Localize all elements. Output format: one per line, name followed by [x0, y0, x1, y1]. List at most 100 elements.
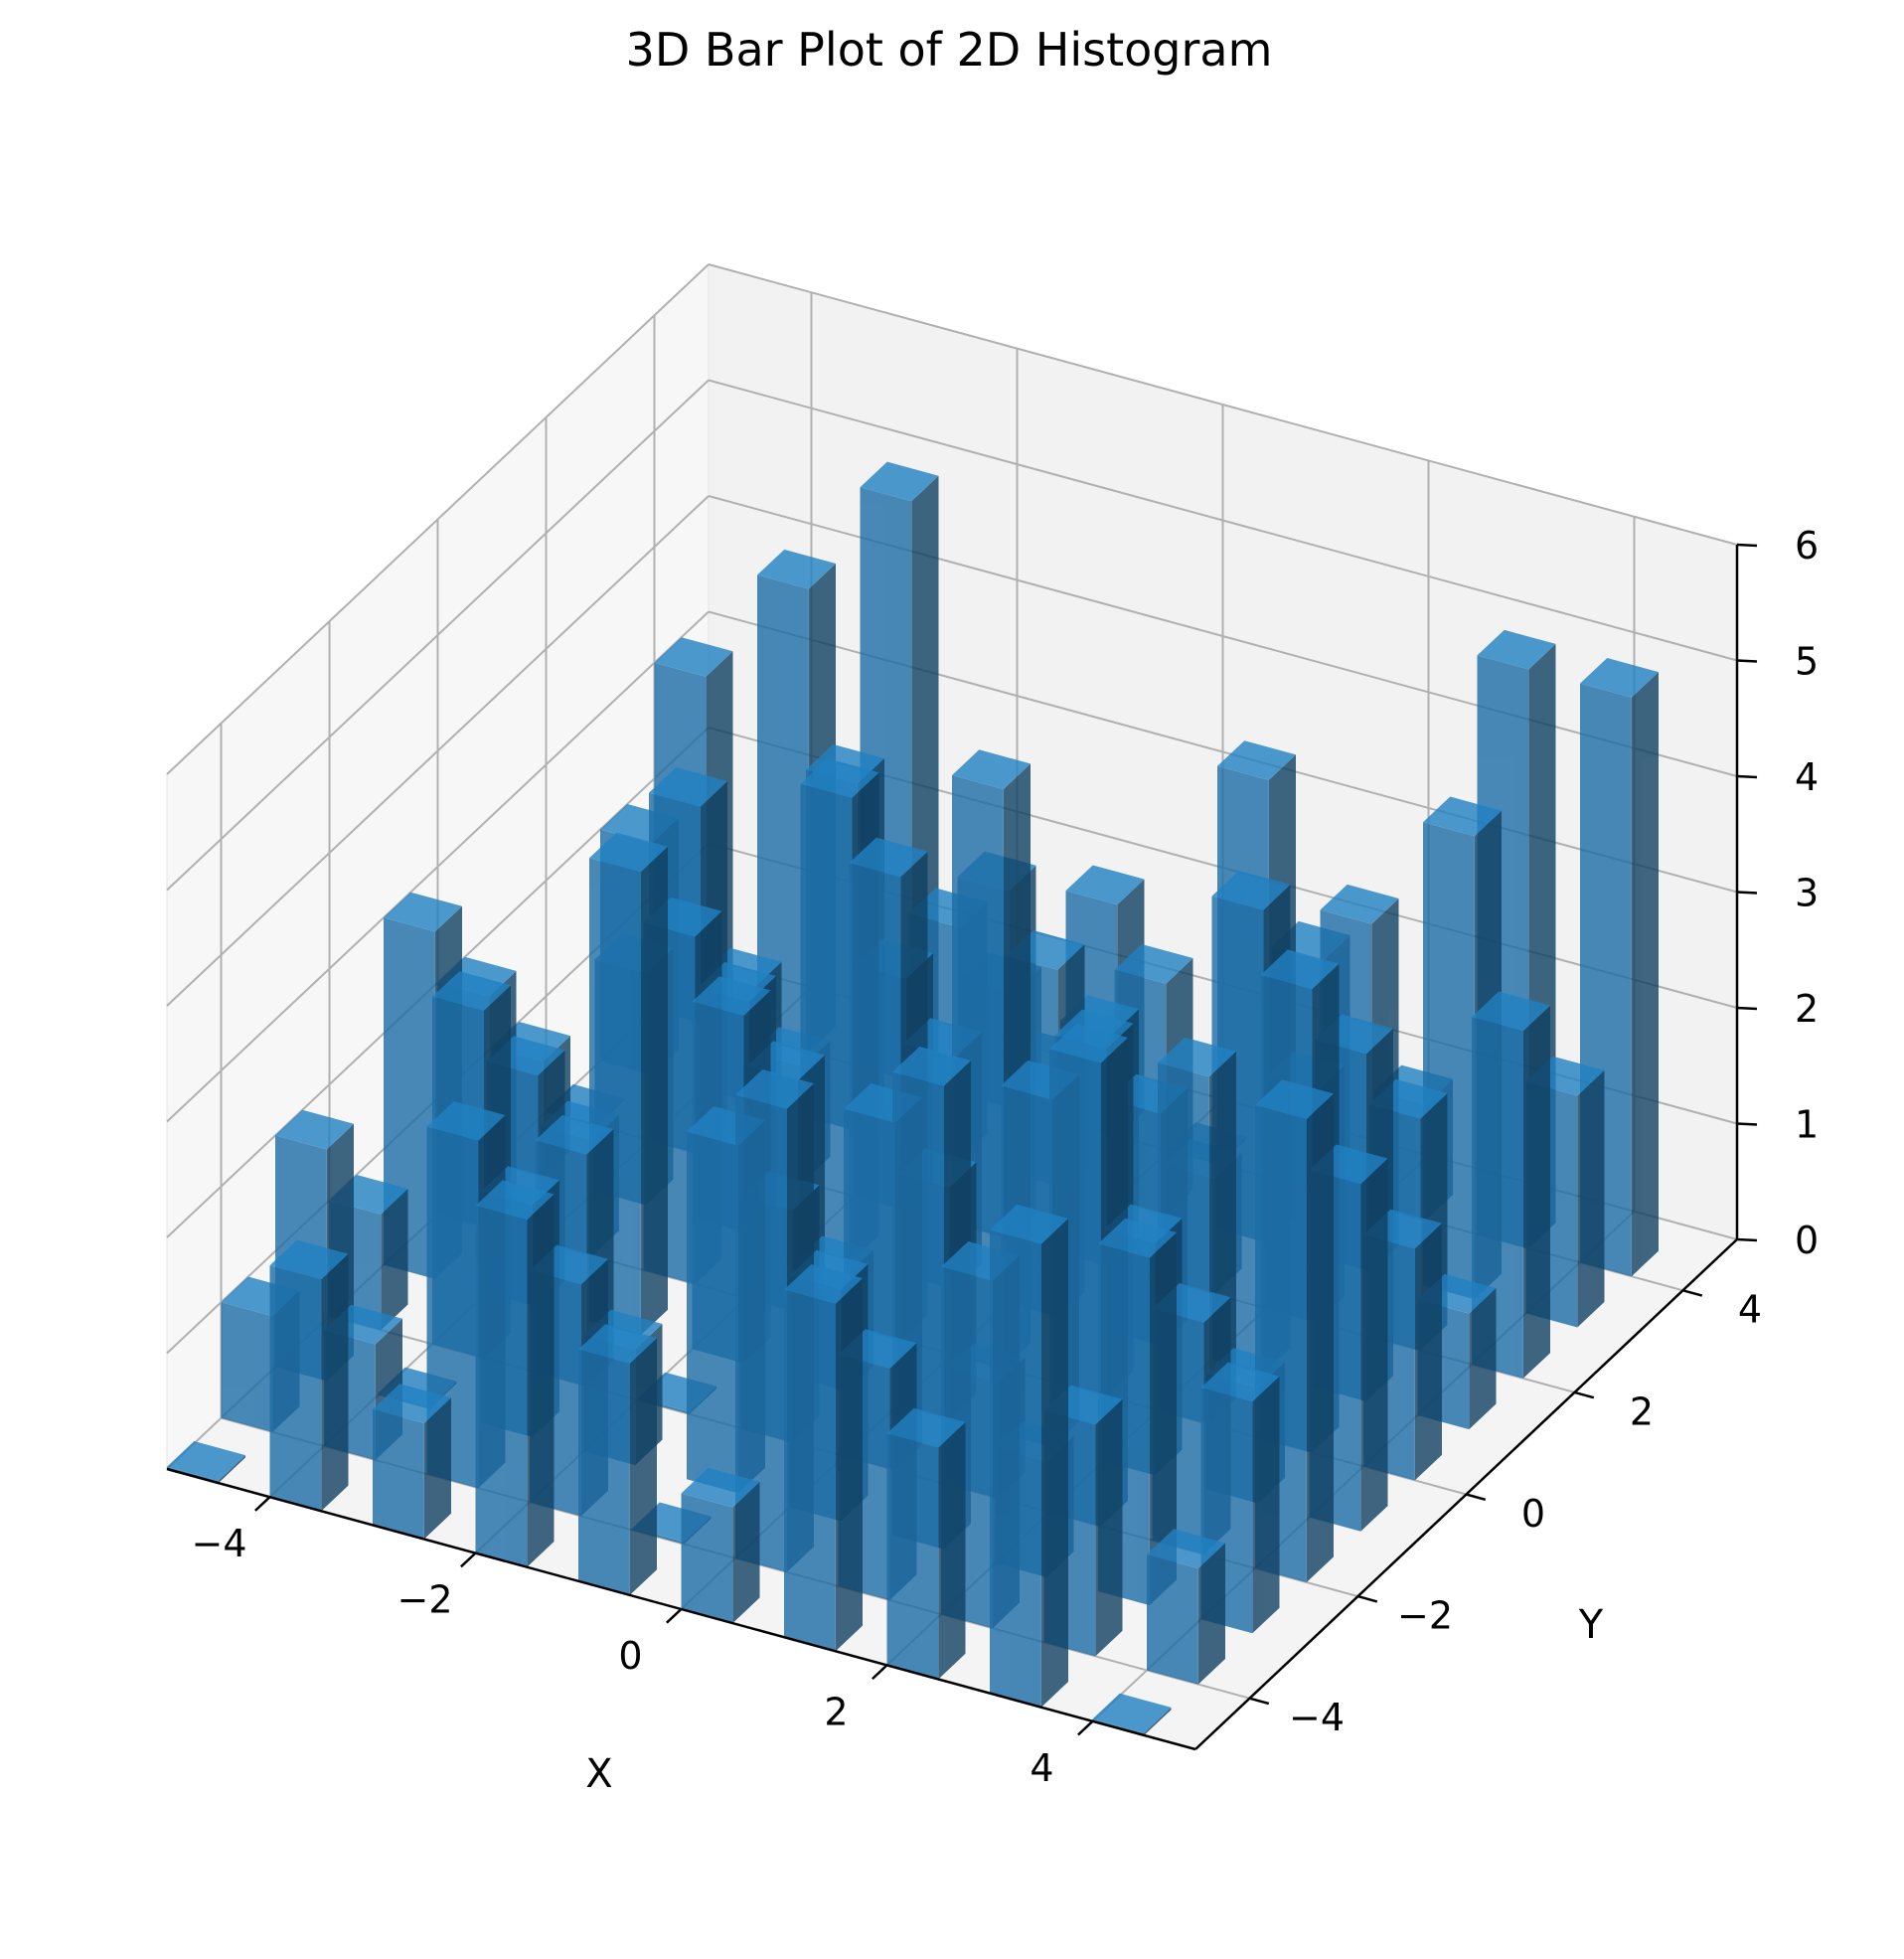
bar-face-right: [640, 846, 668, 1336]
bar-face-right: [1252, 1376, 1280, 1634]
x-tick: [666, 1608, 683, 1624]
bar-face-top: [1065, 865, 1145, 905]
z-tick: [1736, 891, 1758, 895]
bar-face-right: [835, 1278, 863, 1652]
bar-face-top: [1260, 949, 1340, 990]
x-tick: [460, 1551, 477, 1568]
bar-face-right: [732, 1481, 760, 1624]
z-tick: [1736, 1237, 1758, 1242]
bar-face-top: [757, 549, 836, 589]
y-tick: [1466, 1493, 1487, 1502]
bar-face-top: [1320, 884, 1399, 924]
bar-1-0: [269, 1239, 349, 1512]
z-tick: [1736, 1006, 1758, 1011]
bar-face-front: [886, 1433, 939, 1680]
bar-face-front: [757, 574, 809, 1053]
z-tick-label: 6: [1795, 524, 1819, 568]
bar-face-front: [475, 1206, 528, 1567]
bar-face-right: [1095, 1398, 1123, 1657]
x-tick-label: −4: [191, 1522, 246, 1565]
x-tick: [1077, 1719, 1094, 1736]
x-tick: [872, 1664, 888, 1681]
bar-face-top: [1255, 1079, 1334, 1119]
bar-face-front: [1147, 1554, 1198, 1685]
bar-8-0: [990, 1204, 1068, 1708]
grid-line-z-side: [166, 610, 710, 1123]
grid-line-z-back: [708, 379, 1738, 662]
bar-face-right: [1360, 1158, 1388, 1532]
bar-face-right: [1144, 1707, 1172, 1735]
bar-9-1: [1147, 1529, 1225, 1685]
y-tick: [1357, 1594, 1378, 1603]
z-tick: [1736, 543, 1758, 548]
bar-face-top: [800, 758, 879, 798]
bar-face-front: [735, 1094, 787, 1572]
x-tick-label: 4: [1030, 1746, 1053, 1790]
bar-face-right: [423, 1397, 451, 1540]
bar-face-top: [784, 1264, 863, 1304]
bar-face-top: [432, 971, 511, 1011]
bar-face-top: [535, 1114, 614, 1155]
y-tick: [1682, 1289, 1703, 1297]
bar-face-top: [1472, 991, 1550, 1032]
bar-face-top: [1217, 740, 1296, 780]
y-axis-label: Y: [1578, 1602, 1604, 1648]
bar-2-0: [373, 1384, 451, 1540]
bar-face-top: [990, 1204, 1068, 1244]
bar-6-0: [784, 1264, 863, 1652]
bar-face-right: [1040, 1219, 1068, 1708]
bar-face-top: [1580, 658, 1659, 698]
chart-title: 3D Bar Plot of 2D Histogram: [626, 23, 1273, 77]
bar-face-top: [692, 976, 771, 1016]
bar-face-right: [1306, 1093, 1334, 1582]
bar-4-0: [578, 1324, 657, 1595]
z-tick-label: 4: [1795, 755, 1819, 799]
bar-face-right: [1577, 1069, 1605, 1328]
bar-face-top: [1158, 1037, 1236, 1077]
bar-face-top: [475, 1180, 555, 1221]
bar-face-top: [1092, 1693, 1172, 1733]
bar-face-top: [426, 1101, 506, 1141]
bar-face-top: [735, 1069, 814, 1109]
bar-face-front: [784, 1289, 836, 1652]
bar-face-front: [221, 1302, 273, 1432]
bar-face-right: [381, 1189, 408, 1331]
bar-face-right: [218, 1455, 245, 1484]
bar-face-right: [938, 1421, 966, 1680]
bar-face-top: [1049, 1023, 1128, 1063]
y-tick: [1574, 1390, 1595, 1399]
bar-face-right: [1197, 1543, 1225, 1685]
bar-face-top: [952, 749, 1031, 790]
bar-face-top: [1477, 629, 1556, 670]
bar-face-right: [1469, 1288, 1497, 1430]
bar-face-right: [321, 1253, 349, 1512]
z-tick-label: 1: [1795, 1103, 1819, 1147]
bar-face-top: [1423, 796, 1502, 837]
bar-face-top: [849, 837, 928, 878]
y-tick: [1249, 1697, 1270, 1706]
grid-line-z-side: [166, 495, 710, 1007]
grid-line-z-side: [166, 379, 710, 892]
bars: [167, 461, 1659, 1735]
bar-face-front: [681, 1493, 733, 1624]
bar-face-right: [1522, 1005, 1550, 1379]
x-tick-label: 2: [824, 1690, 848, 1733]
y-tick-label: 0: [1521, 1492, 1545, 1536]
bar-face-front: [687, 1131, 738, 1494]
bar-face-top: [681, 1467, 760, 1508]
z-tick: [1736, 659, 1758, 663]
bar-face-top: [373, 1384, 451, 1423]
bar-face-top: [1098, 1218, 1177, 1258]
bar-face-right: [1631, 672, 1659, 1277]
z-tick-label: 0: [1795, 1219, 1819, 1262]
bar-face-top: [649, 767, 727, 807]
y-tick-label: −2: [1397, 1594, 1453, 1638]
bar-face-top: [269, 1239, 349, 1280]
bar-face-top: [167, 1441, 245, 1481]
bar-face-top: [1200, 1362, 1280, 1402]
y-tick-label: 4: [1738, 1288, 1762, 1332]
bar-face-top: [1114, 944, 1193, 984]
bar-5-0: [681, 1467, 760, 1624]
